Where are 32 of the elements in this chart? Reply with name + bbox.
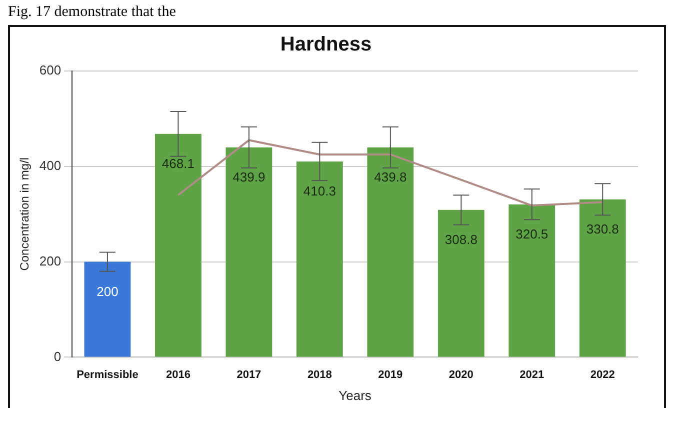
x-axis-title: Years [338, 388, 372, 403]
chart-title: Hardness [280, 34, 372, 56]
y-tick-label: 600 [39, 62, 62, 78]
bar [508, 204, 556, 357]
bar [296, 161, 343, 357]
x-tick-label: Permissible [76, 368, 138, 381]
x-tick-label: 2016 [166, 368, 190, 381]
caption: Fig. 17 demonstrate that the [8, 4, 177, 21]
data-label: 320.5 [516, 226, 548, 242]
bar [154, 134, 202, 357]
x-tick-label: 2020 [448, 368, 474, 381]
data-label: 439.8 [374, 169, 407, 184]
x-tick-label: 2017 [236, 368, 262, 381]
y-tick-label: 200 [39, 253, 62, 268]
bar [84, 262, 131, 357]
data-label: 330.8 [586, 221, 619, 236]
data-label: 468.1 [162, 156, 194, 171]
data-label: 439.9 [232, 169, 266, 184]
x-tick-label: 2019 [378, 368, 403, 381]
bar [226, 147, 272, 357]
y-tick-label: 0 [54, 348, 62, 364]
data-label: 200 [96, 284, 118, 299]
bar [438, 210, 484, 357]
bar [579, 199, 626, 357]
x-tick-label: 2018 [307, 368, 332, 381]
x-tick-label: 2022 [590, 368, 615, 381]
bar [367, 147, 414, 357]
y-axis-title: Concentration in mg/l [18, 157, 32, 271]
data-label: 410.3 [303, 184, 336, 199]
x-tick-label: 2021 [520, 368, 544, 381]
data-label: 308.8 [444, 232, 478, 247]
y-tick-label: 400 [39, 158, 62, 173]
